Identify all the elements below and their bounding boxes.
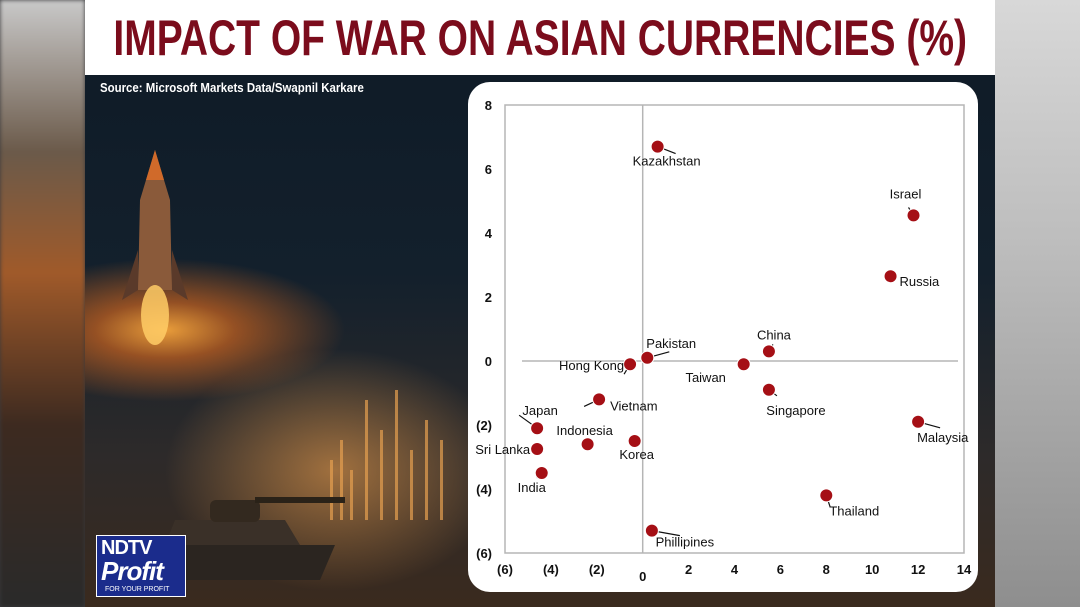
point-label: Korea xyxy=(619,447,654,462)
point-label: Russia xyxy=(900,274,941,289)
data-point xyxy=(761,344,776,359)
point-label: Sri Lanka xyxy=(475,442,531,457)
x-tick-label: (4) xyxy=(543,562,559,577)
point-label: Israel xyxy=(890,186,922,201)
tank-illustration xyxy=(145,497,345,580)
y-tick-label: 8 xyxy=(485,98,492,113)
x-tick-label: 14 xyxy=(957,562,972,577)
title-bar: IMPACT OF WAR ON ASIAN CURRENCIES (%) xyxy=(85,0,995,75)
y-tick-label: (4) xyxy=(476,482,492,497)
scatter-chart: (6) (4) (2) 0 2 4 6 8 10 12 14 8 6 4 2 0 (2) (4) (6) Kazakh… xyxy=(475,98,972,584)
data-point xyxy=(736,357,751,372)
point-label: Kazakhstan xyxy=(633,154,701,169)
rocket-illustration xyxy=(122,150,188,345)
point-label: Japan xyxy=(522,403,557,418)
blurred-background-left xyxy=(0,0,85,607)
y-tick-label: 0 xyxy=(485,354,492,369)
data-point xyxy=(650,139,665,154)
source-note: Source: Microsoft Markets Data/Swapnil K… xyxy=(100,80,364,95)
data-point xyxy=(534,466,549,480)
point-label: Malaysia xyxy=(917,430,969,445)
point-label: Taiwan xyxy=(685,370,725,385)
point-label: Indonesia xyxy=(556,423,613,438)
x-tick-label: 4 xyxy=(731,562,739,577)
data-point xyxy=(530,421,545,436)
point-label: Hong Kong xyxy=(559,358,624,373)
x-tick-label: 0 xyxy=(639,569,646,584)
y-tick-label: (2) xyxy=(476,418,492,433)
x-tick-label: (2) xyxy=(589,562,605,577)
data-point xyxy=(761,382,776,397)
x-tick-label: (6) xyxy=(497,562,513,577)
x-tick-label: 10 xyxy=(865,562,879,577)
data-point xyxy=(640,350,655,365)
ndtv-profit-logo: NDTV Profit FOR YOUR PROFIT xyxy=(96,535,186,597)
market-bars-illustration xyxy=(330,390,443,520)
y-tick-label: (6) xyxy=(476,546,492,561)
data-point xyxy=(623,357,638,372)
point-label: Vietnam xyxy=(610,398,657,413)
data-point xyxy=(906,208,921,223)
page-title: IMPACT OF WAR ON ASIAN CURRENCIES (%) xyxy=(113,9,967,66)
data-point xyxy=(883,269,898,284)
x-tick-label: 6 xyxy=(777,562,784,577)
plot-frame xyxy=(504,104,965,554)
point-label: China xyxy=(757,327,792,342)
data-point xyxy=(592,392,607,407)
data-point xyxy=(580,437,595,452)
y-tick-label: 2 xyxy=(485,290,492,305)
x-tick-label: 8 xyxy=(823,562,830,577)
y-tick-label: 4 xyxy=(485,226,493,241)
logo-tagline: FOR YOUR PROFIT xyxy=(105,586,170,593)
logo-line1: NDTV xyxy=(101,537,152,559)
x-tick-label: 2 xyxy=(685,562,692,577)
blurred-background-right xyxy=(995,0,1080,607)
x-tick-label: 12 xyxy=(911,562,925,577)
point-label: India xyxy=(518,480,547,495)
logo-line2: Profit xyxy=(101,556,164,586)
data-point xyxy=(911,414,926,429)
y-tick-label: 6 xyxy=(485,162,492,177)
data-point xyxy=(644,523,659,538)
data-point xyxy=(819,488,834,503)
point-label: Phillipines xyxy=(656,535,715,550)
data-point xyxy=(627,434,642,448)
chart-panel: (6) (4) (2) 0 2 4 6 8 10 12 14 8 6 4 2 0 (2) (4) (6) Kazakh… xyxy=(468,82,978,592)
data-point xyxy=(530,442,545,456)
point-label: Singapore xyxy=(766,403,825,418)
point-label: Thailand xyxy=(829,503,879,518)
point-label: Pakistan xyxy=(646,336,696,351)
